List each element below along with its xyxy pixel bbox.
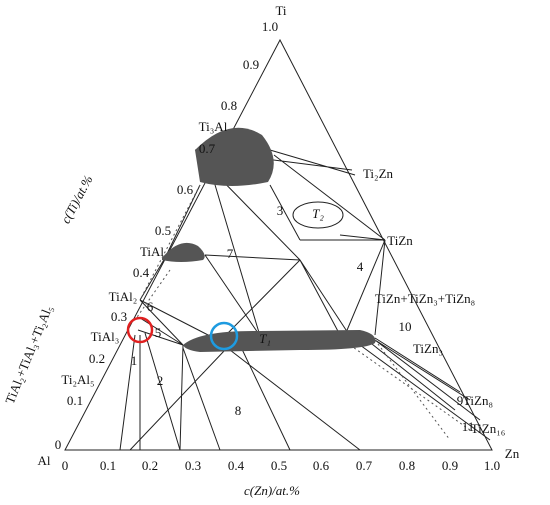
tick-label: 0.7 [199, 141, 216, 156]
tick-label: 0.7 [356, 458, 373, 473]
tick-label: 1.0 [262, 19, 278, 34]
region-number: 5 [155, 325, 162, 340]
phase-label: T₁ [259, 331, 271, 346]
phase-label: TiAl₃ [91, 329, 120, 344]
t2-region [292, 201, 344, 229]
tick-label: 0.5 [155, 223, 171, 238]
phase-label: Ti₃Al [199, 119, 228, 134]
tick-label: 0.8 [221, 98, 237, 113]
ti3al-region [195, 127, 274, 186]
tick-label: 0.1 [100, 458, 116, 473]
region-number: 11 [462, 419, 475, 434]
tial-region [162, 242, 205, 262]
tick-label: 0.4 [133, 265, 150, 280]
tick-label: 0.5 [271, 458, 287, 473]
phase-lines [64, 38, 493, 451]
region-number: 2 [157, 373, 164, 388]
phase-label: TiZn+TiZn₃+TiZn₈ [375, 291, 475, 306]
bottom-ticks: 0 0.1 0.2 0.3 0.4 0.5 0.6 0.7 0.8 0.9 1.… [62, 458, 500, 473]
region-number: 10 [399, 319, 412, 334]
tick-label: 0.2 [142, 458, 158, 473]
region-number: 9 [457, 393, 464, 408]
vertex-label: Al [38, 453, 51, 468]
blue-marker [209, 321, 239, 351]
region-number: 8 [235, 403, 242, 418]
phase-label: Ti₂Al₅ [61, 372, 94, 387]
region-number: 3 [277, 203, 284, 218]
region-labels: 1 2 3 4 5 6 7 8 9 10 11 [131, 203, 475, 434]
tick-label: 0.4 [228, 458, 245, 473]
tick-label: 0.3 [111, 309, 127, 324]
tick-label: 0.6 [177, 182, 194, 197]
region-number: 4 [357, 259, 364, 274]
tick-label: 0.9 [243, 57, 259, 72]
phase-label: TiAl₂+TiAl₃+Ti₂Al₅ [2, 303, 55, 406]
tick-label: 1.0 [484, 458, 500, 473]
tick-label: 0.2 [89, 351, 105, 366]
tick-label: 0.9 [442, 458, 458, 473]
phase-label: TiZn₃ [413, 341, 443, 356]
region-number: 6 [147, 299, 154, 314]
phase-label: TiZn [387, 233, 413, 248]
phase-label: TiZn₈ [463, 393, 493, 408]
tick-label: 0 [55, 437, 62, 452]
tick-label: 0.8 [399, 458, 415, 473]
phase-label: TiZn₁₆ [471, 421, 506, 436]
vertex-label: Ti [275, 3, 286, 18]
axis-label: c(Zn)/at.% [244, 483, 300, 498]
phase-label: TiAl [140, 244, 164, 259]
tick-label: 0.6 [313, 458, 330, 473]
phase-label: Ti₂Zn [363, 166, 394, 181]
region-number: 7 [227, 246, 234, 261]
phase-label: TiAl₂ [109, 289, 138, 304]
phase-label: T₂ [312, 206, 324, 221]
axis-label: c(Ti)/at.% [58, 173, 96, 226]
tick-label: 0.3 [185, 458, 201, 473]
left-ticks: 0 0.1 0.2 0.3 0.4 0.5 0.6 0.7 0.8 0.9 1.… [55, 19, 278, 452]
red-marker [126, 316, 154, 344]
tick-label: 0.1 [67, 393, 83, 408]
vertex-label: Zn [505, 446, 520, 461]
tick-label: 0 [62, 458, 69, 473]
region-number: 1 [131, 353, 138, 368]
